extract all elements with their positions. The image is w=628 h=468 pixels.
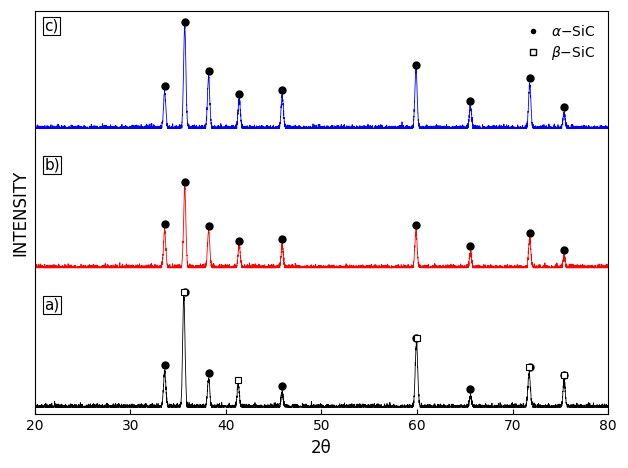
- Text: b): b): [44, 158, 60, 173]
- Text: c): c): [44, 18, 58, 33]
- Text: a): a): [44, 297, 60, 312]
- X-axis label: 2θ: 2θ: [311, 439, 332, 457]
- Legend: $\alpha$$-$SiC, $\beta$$-$SiC: $\alpha$$-$SiC, $\beta$$-$SiC: [514, 18, 601, 68]
- Y-axis label: INTENSITY: INTENSITY: [11, 170, 29, 256]
